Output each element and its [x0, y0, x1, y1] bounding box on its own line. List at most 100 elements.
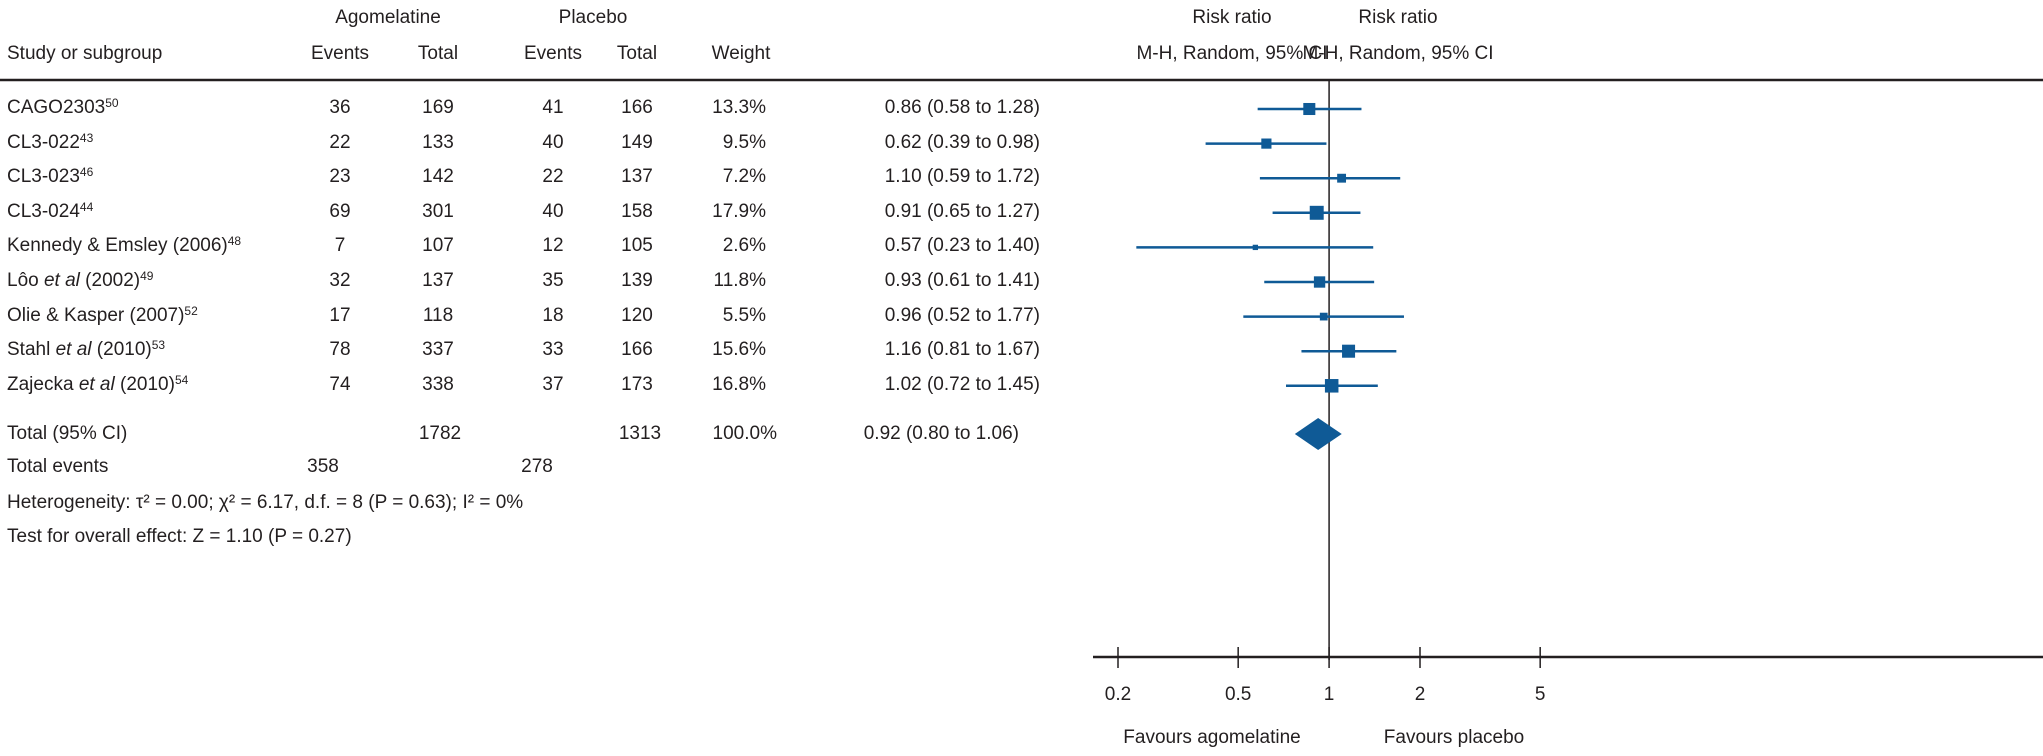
- group2-header: Placebo: [558, 7, 628, 28]
- study-header: Study or subgroup: [7, 43, 163, 64]
- plot-method-header: M-H, Random, 95% CI: [1302, 43, 1494, 64]
- events2-cell: 41: [542, 97, 564, 118]
- total-label: Total (95% CI): [7, 423, 128, 444]
- total2-cell: 137: [621, 166, 653, 188]
- study-name: CL3-02346: [7, 165, 94, 188]
- weight-cell: 16.8%: [712, 373, 766, 395]
- point-estimate-square: [1342, 344, 1356, 358]
- rr-method-header: M-H, Random, 95% CI: [1136, 43, 1328, 64]
- point-estimate-square: [1319, 312, 1328, 321]
- total-ci: 0.92 (0.80 to 1.06): [863, 423, 1019, 444]
- weight-cell: 11.8%: [713, 270, 766, 291]
- total-events-e1: 358: [307, 456, 339, 477]
- total2-header: Total: [616, 43, 658, 64]
- total1-cell: 338: [422, 373, 454, 395]
- total-t1: 1782: [418, 423, 462, 444]
- point-estimate-square: [1252, 244, 1259, 251]
- ci-cell: 0.57 (0.23 to 1.40): [884, 235, 1040, 257]
- weight-cell: 5.5%: [722, 304, 766, 326]
- total1-cell: 301: [422, 200, 454, 222]
- events2-cell: 40: [542, 200, 564, 222]
- overall-effect-text: Test for overall effect: Z = 1.10 (P = 0…: [7, 526, 352, 547]
- total1-cell: 169: [422, 97, 454, 118]
- total-events-e2: 278: [521, 456, 553, 477]
- reference-number: 52: [184, 303, 198, 318]
- favours-right-label: Favours placebo: [1383, 727, 1525, 748]
- study-name: Stahl et al (2010)53: [7, 338, 166, 361]
- events2-cell: 40: [542, 131, 564, 153]
- study-name: CL3-02243: [7, 130, 94, 153]
- study-name: CAGO230350: [7, 96, 119, 118]
- study-name: Zajecka et al (2010)54: [7, 372, 189, 395]
- reference-number: 54: [174, 372, 189, 387]
- events2-cell: 12: [542, 235, 564, 257]
- study-name: Olie & Kasper (2007)52: [7, 303, 198, 326]
- plot-title-header: Risk ratio: [1358, 7, 1438, 28]
- ci-cell: 0.93 (0.61 to 1.41): [884, 270, 1040, 291]
- events2-cell: 35: [542, 270, 564, 291]
- ci-cell: 1.10 (0.59 to 1.72): [884, 166, 1040, 188]
- total2-cell: 149: [621, 131, 653, 153]
- total-weight: 100.0%: [712, 423, 777, 444]
- pooled-diamond: [1294, 418, 1342, 450]
- events1-cell: 32: [329, 270, 351, 291]
- study-name: Kennedy & Emsley (2006)48: [7, 234, 242, 257]
- favours-left-label: Favours agomelatine: [1123, 727, 1301, 748]
- total1-cell: 142: [422, 166, 454, 188]
- weight-cell: 15.6%: [712, 339, 766, 361]
- x-tick-label: 1: [1324, 684, 1335, 705]
- study-name: Lôo et al (2002)49: [7, 269, 154, 291]
- point-estimate-square: [1313, 276, 1326, 288]
- total2-cell: 166: [621, 339, 653, 361]
- total1-cell: 337: [422, 339, 454, 361]
- ci-cell: 1.16 (0.81 to 1.67): [884, 339, 1040, 361]
- events1-cell: 17: [329, 304, 351, 326]
- total1-header: Total: [417, 43, 459, 64]
- events1-cell: 23: [329, 166, 351, 188]
- heterogeneity-text: Heterogeneity: τ² = 0.00; χ² = 6.17, d.f…: [7, 492, 524, 513]
- events2-header: Events: [523, 43, 583, 64]
- point-estimate-square: [1303, 102, 1316, 116]
- events1-cell: 36: [329, 97, 351, 118]
- events1-cell: 7: [334, 235, 346, 257]
- ci-cell: 0.96 (0.52 to 1.77): [884, 304, 1040, 326]
- events1-cell: 74: [329, 373, 351, 395]
- events2-cell: 33: [542, 339, 564, 361]
- group1-header: Agomelatine: [335, 7, 441, 28]
- weight-cell: 2.6%: [722, 235, 766, 257]
- reference-number: 44: [79, 199, 94, 214]
- ci-cell: 0.86 (0.58 to 1.28): [884, 97, 1040, 118]
- total1-cell: 133: [422, 131, 454, 153]
- total-events-label: Total events: [7, 456, 109, 477]
- point-estimate-square: [1261, 138, 1272, 149]
- reference-number: 49: [140, 269, 154, 283]
- ci-cell: 0.62 (0.39 to 0.98): [884, 131, 1040, 153]
- total2-cell: 120: [621, 304, 653, 326]
- x-tick-label: 2: [1415, 684, 1426, 705]
- total2-cell: 158: [621, 200, 653, 222]
- reference-number: 50: [105, 96, 119, 110]
- x-tick-label: 5: [1535, 684, 1546, 705]
- weight-cell: 13.3%: [712, 97, 766, 118]
- weight-header: Weight: [711, 43, 771, 64]
- events2-cell: 22: [542, 166, 564, 188]
- study-name: CL3-02444: [7, 199, 94, 222]
- point-estimate-square: [1337, 173, 1347, 183]
- point-estimate-square: [1309, 205, 1324, 220]
- events1-cell: 78: [329, 339, 351, 361]
- total2-cell: 166: [621, 97, 653, 118]
- events1-header: Events: [310, 43, 370, 64]
- point-estimate-square: [1324, 379, 1339, 393]
- total2-cell: 105: [621, 235, 653, 257]
- total1-cell: 107: [422, 235, 454, 257]
- weight-cell: 17.9%: [712, 200, 766, 222]
- total-t2: 1313: [618, 423, 662, 444]
- events2-cell: 37: [542, 373, 564, 395]
- total2-cell: 139: [621, 270, 653, 291]
- reference-number: 43: [79, 130, 94, 145]
- weight-cell: 7.2%: [722, 166, 766, 188]
- total2-cell: 173: [621, 373, 653, 395]
- rr-title-header: Risk ratio: [1192, 7, 1272, 28]
- events1-cell: 22: [329, 131, 351, 153]
